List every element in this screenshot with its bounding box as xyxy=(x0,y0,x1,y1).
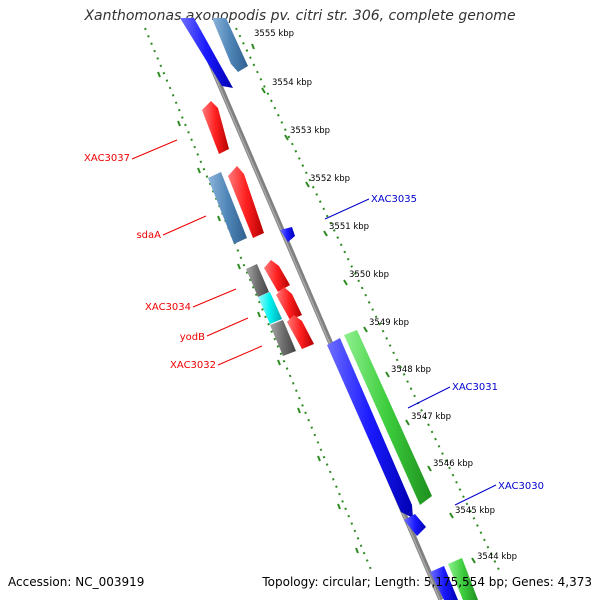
gene-red-3 xyxy=(287,315,314,349)
gene-label: XAC3031 xyxy=(452,382,498,393)
tick-label: 3546 kbp xyxy=(433,459,473,469)
gene-label: XAC3034 xyxy=(145,302,191,313)
accession-text: Accession: NC_003919 xyxy=(8,575,145,589)
left-ring-ticks xyxy=(157,71,359,554)
tick-label: 3545 kbp xyxy=(455,506,495,516)
tick-label: 3555 kbp xyxy=(254,29,294,39)
right-ring-ticks xyxy=(251,43,476,564)
genome-summary-text: Topology: circular; Length: 5,175,554 bp… xyxy=(262,575,592,589)
gene-red-1 xyxy=(264,260,290,292)
gene-label: XAC3037 xyxy=(84,153,130,164)
gene-blue-top xyxy=(180,18,233,88)
tick-label: 3553 kbp xyxy=(290,126,330,136)
tick-label: 3550 kbp xyxy=(349,270,389,280)
tick-label: 3549 kbp xyxy=(369,318,409,328)
gene-xac3032 xyxy=(270,320,296,356)
tick-labels: 3555 kbp 3554 kbp 3553 kbp 3552 kbp 3551… xyxy=(254,29,517,562)
gene-xac3031 xyxy=(327,338,413,518)
outer-tick-ring xyxy=(144,27,373,573)
gene-label: XAC3030 xyxy=(498,481,544,492)
gene-xac3034 xyxy=(258,292,282,324)
tick-label: 3548 kbp xyxy=(391,365,431,375)
gene-xac3031-green xyxy=(344,330,432,505)
forward-strand-genes xyxy=(180,18,478,600)
gene-xac3035 xyxy=(280,227,295,242)
gene-label: sdaA xyxy=(136,230,161,241)
reverse-gene-labels: XAC3037 sdaA XAC3034 yodB XAC3032 xyxy=(84,139,263,371)
gene-sdaA xyxy=(228,166,264,238)
gene-xac3037 xyxy=(202,101,229,154)
tick-label: 3551 kbp xyxy=(329,222,369,232)
gene-steelblue-top xyxy=(212,18,248,72)
gene-label: XAC3035 xyxy=(371,194,417,205)
tick-label: 3554 kbp xyxy=(272,78,312,88)
gene-steelblue-mid xyxy=(208,172,247,244)
gene-green-bottom xyxy=(448,558,478,600)
gene-gray-1 xyxy=(246,264,269,297)
inner-tick-ring xyxy=(235,27,501,573)
tick-label: 3552 kbp xyxy=(310,174,350,184)
tick-label: 3547 kbp xyxy=(411,412,451,422)
forward-gene-labels: XAC3035 XAC3031 XAC3030 xyxy=(324,194,544,506)
tick-label: 3544 kbp xyxy=(477,552,517,562)
gene-red-2 xyxy=(276,287,302,320)
gene-blue-bottom xyxy=(430,566,458,600)
gene-label: yodB xyxy=(180,332,205,343)
gene-label: XAC3032 xyxy=(170,360,216,371)
gene-xac3030 xyxy=(404,514,426,536)
reverse-strand-genes xyxy=(202,101,314,356)
